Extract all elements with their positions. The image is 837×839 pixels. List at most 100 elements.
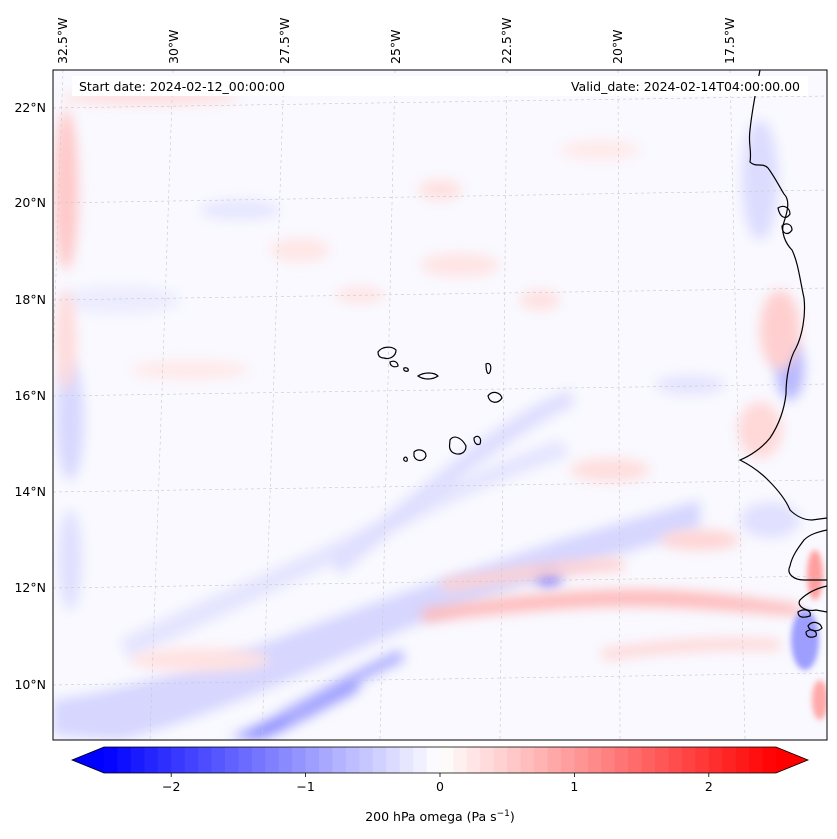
start-date: Start date: 2024-02-12_00:00:00 xyxy=(79,79,285,94)
colorbar-segment xyxy=(493,747,508,773)
cape-verde-islands xyxy=(377,346,503,462)
colorbar-segment xyxy=(587,747,602,773)
island-maio xyxy=(473,435,482,446)
colorbar-segment xyxy=(372,747,387,773)
colorbar-segment xyxy=(560,747,575,773)
colorbar-segment xyxy=(708,747,723,773)
bijagos-islands xyxy=(797,609,811,618)
map-frame xyxy=(52,69,828,741)
colorbar-segment xyxy=(198,747,213,773)
colorbar-segment xyxy=(265,747,280,773)
senegal-gambia-coast xyxy=(788,529,827,581)
lon-label: 22.5°W xyxy=(499,18,514,64)
colorbar-segment xyxy=(507,747,522,773)
colorbar-segment xyxy=(292,747,307,773)
colorbar-tick-label: 1 xyxy=(570,779,578,794)
colorbar-segment xyxy=(130,747,145,773)
colorbar-segment xyxy=(305,747,320,773)
gridline-lon xyxy=(149,70,174,740)
colorbar-segments xyxy=(104,747,777,773)
coastline xyxy=(738,70,827,638)
colorbar-segment xyxy=(157,747,172,773)
colorbar-segment xyxy=(655,747,670,773)
colorbar-tick-label: 2 xyxy=(705,779,713,794)
gridline-lon xyxy=(499,70,508,740)
colorbar-tick-label: −2 xyxy=(162,779,180,794)
lat-label: 22°N xyxy=(14,100,46,115)
colorbar-segment xyxy=(534,747,549,773)
lon-label: 27.5°W xyxy=(277,18,292,64)
colorbar: −2 −1 0 1 2 200 hPa omega (Pa s−1) xyxy=(70,746,810,824)
lat-label: 14°N xyxy=(14,484,46,499)
lat-label: 20°N xyxy=(14,195,46,210)
valid-date: Valid_date: 2024-02-14T04:00:00.00 xyxy=(571,79,800,94)
colorbar-segment xyxy=(440,747,455,773)
lat-labels: 22°N 20°N 18°N 16°N 14°N 12°N 10°N xyxy=(14,100,46,692)
date-banner xyxy=(72,76,808,96)
colorbar-segment xyxy=(238,747,253,773)
island-boa-vista xyxy=(487,391,503,403)
graticule xyxy=(53,70,827,740)
island-santo-antao xyxy=(377,346,397,360)
africa-coastline xyxy=(738,70,827,521)
island-sao-nicolau xyxy=(416,372,439,380)
colorbar-segment xyxy=(695,747,710,773)
colorbar-segment xyxy=(681,747,696,773)
lon-label: 17.5°W xyxy=(722,18,737,64)
lat-label: 10°N xyxy=(14,677,46,692)
colorbar-segment xyxy=(735,747,750,773)
lon-label: 32.5°W xyxy=(55,18,70,64)
colorbar-segment xyxy=(332,747,347,773)
colorbar-segment xyxy=(547,747,562,773)
coastal-island xyxy=(781,223,793,235)
colorbar-segment xyxy=(722,747,737,773)
gridline-lon xyxy=(617,70,621,740)
island-santiago xyxy=(448,436,467,455)
island-sal xyxy=(485,362,492,375)
colorbar-segment xyxy=(345,747,360,773)
lat-label: 18°N xyxy=(14,292,46,307)
colorbar-segment xyxy=(601,747,616,773)
colorbar-outline xyxy=(70,746,810,774)
lat-label: 12°N xyxy=(14,580,46,595)
island-sao-vicente xyxy=(389,360,399,368)
colorbar-segment xyxy=(251,747,266,773)
guinea-bissau-coast xyxy=(798,585,827,613)
colorbar-segment xyxy=(749,747,764,773)
colorbar-segment xyxy=(453,747,468,773)
colorbar-segment xyxy=(520,747,535,773)
colorbar-segment xyxy=(480,747,495,773)
colorbar-segment xyxy=(399,747,414,773)
colorbar-tick-label: 0 xyxy=(436,779,444,794)
bijagos-islands xyxy=(805,629,817,638)
colorbar-segment xyxy=(319,747,334,773)
lon-label: 20°W xyxy=(610,29,625,64)
colorbar-tick-label: −1 xyxy=(296,779,314,794)
colorbar-segment xyxy=(184,747,199,773)
colorbar-segment xyxy=(413,747,428,773)
gridline-lon xyxy=(261,70,285,740)
colorbar-segment xyxy=(386,747,401,773)
island-santa-luzia xyxy=(403,367,409,372)
map-panel: Start date: 2024-02-12_00:00:00 Valid_da… xyxy=(53,70,827,740)
colorbar-segment xyxy=(171,747,186,773)
island-brava xyxy=(403,456,408,462)
colorbar-extend-low xyxy=(72,747,104,773)
coastal-island xyxy=(777,205,791,218)
lat-label: 16°N xyxy=(14,388,46,403)
omega-field xyxy=(53,92,827,740)
colorbar-segment xyxy=(117,747,132,773)
colorbar-segment xyxy=(574,747,589,773)
gridline-lon xyxy=(729,70,746,740)
colorbar-segment xyxy=(426,747,441,773)
lon-label: 30°W xyxy=(166,29,181,64)
gridline-lon xyxy=(379,70,396,740)
colorbar-segment xyxy=(278,747,293,773)
island-fogo xyxy=(413,449,427,462)
colorbar-segment xyxy=(359,747,374,773)
colorbar-segment xyxy=(668,747,683,773)
colorbar-segment xyxy=(614,747,629,773)
colorbar-segment xyxy=(104,747,119,773)
colorbar-segment xyxy=(628,747,643,773)
